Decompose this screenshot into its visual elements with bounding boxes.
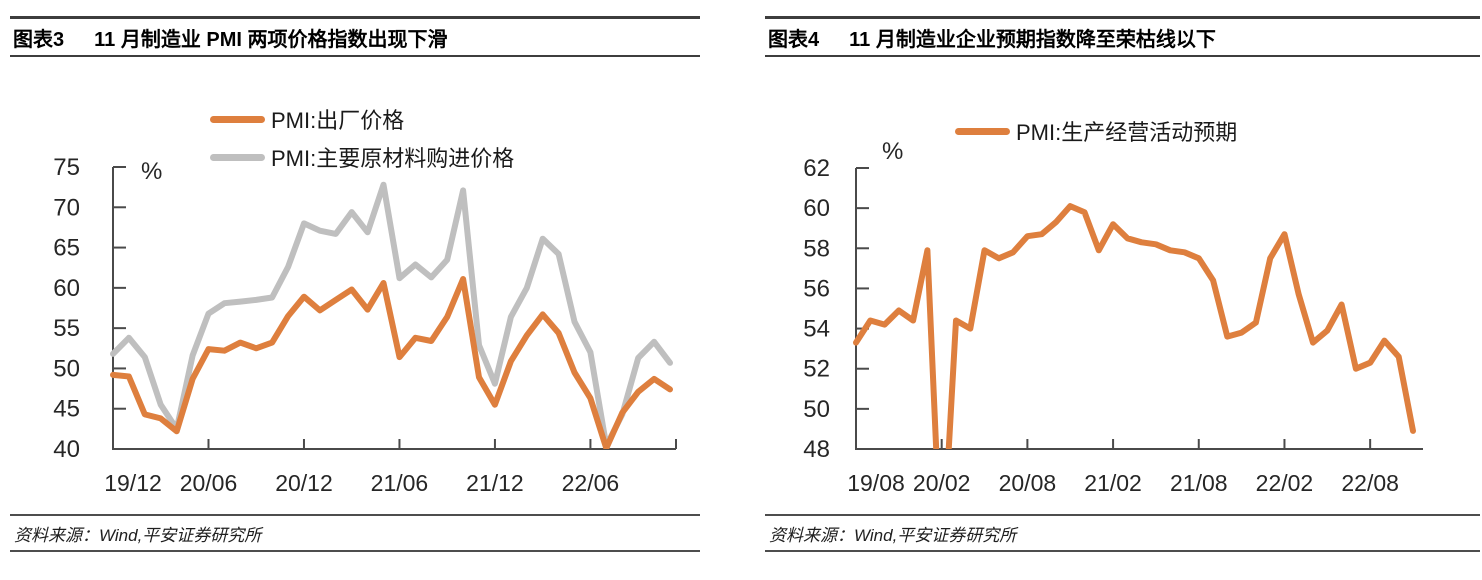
y-axis-unit-label: % [141, 158, 162, 185]
legend-line-swatch [210, 153, 265, 161]
figure3-tag: 图表3 [13, 28, 65, 51]
legend-line-swatch [955, 127, 1010, 135]
figure3-header: 图表3 11 月制造业 PMI 两项价格指数出现下滑 [10, 16, 700, 57]
x-tick-label: 22/08 [1341, 470, 1399, 496]
x-tick-label: 22/06 [562, 470, 620, 496]
figure3-legend: PMI:出厂价格 PMI:主要原材料购进价格 [210, 100, 514, 176]
series-line [110, 181, 673, 449]
figure3-title: 11 月制造业 PMI 两项价格指数出现下滑 [94, 28, 448, 51]
series-group [853, 203, 1416, 449]
series-group [110, 181, 673, 449]
figure4-tag: 图表4 [768, 28, 820, 51]
x-tick-label: 20/06 [180, 470, 238, 496]
y-tick-label: 75 [53, 154, 80, 181]
figure3-plot: 40 45 50 55 60 65 70 75 % 19/12 20/06 20/12 21/06 21/… [53, 154, 677, 496]
figure4-header: 图表4 11 月制造业企业预期指数降至荣枯线以下 [765, 16, 1480, 57]
legend-label: PMI:生产经营活动预期 [1016, 120, 1238, 145]
y-tick-label: 58 [803, 235, 830, 262]
y-tick-label: 62 [803, 155, 830, 182]
x-tick-label: 20/02 [913, 470, 971, 496]
y-tick-label: 56 [803, 275, 830, 302]
y-tick-label: 40 [53, 436, 80, 463]
y-tick-label: 52 [803, 356, 830, 383]
source-text: 资料来源：Wind,平安证券研究所 [769, 525, 1017, 545]
x-tick-label: 21/06 [371, 470, 429, 496]
y-tick-label: 54 [803, 316, 830, 343]
axis-lines [112, 167, 676, 450]
y-tick-label: 60 [53, 275, 80, 302]
y-axis-unit-label: % [882, 138, 903, 165]
x-tick-label: 20/08 [999, 470, 1057, 496]
y-tick-label: 45 [53, 396, 80, 423]
legend-item: PMI:生产经营活动预期 [955, 112, 1237, 150]
figure4-legend: PMI:生产经营活动预期 [955, 112, 1237, 150]
y-tick-label: 70 [53, 194, 80, 221]
series-line [110, 276, 673, 449]
y-tick-label: 65 [53, 235, 80, 262]
x-tick-label: 21/08 [1170, 470, 1228, 496]
y-tick-label: 60 [803, 195, 830, 222]
source-text: 资料来源：Wind,平安证券研究所 [14, 525, 262, 545]
figure4-source: 资料来源：Wind,平安证券研究所 [765, 514, 1480, 552]
x-tick-label: 22/02 [1256, 470, 1314, 496]
x-tick-label: 20/12 [275, 470, 333, 496]
series-line [853, 203, 1416, 449]
legend-label: PMI:出厂价格 [271, 108, 405, 133]
figure4-title: 11 月制造业企业预期指数降至荣枯线以下 [849, 28, 1216, 51]
legend-item: PMI:出厂价格 [210, 100, 514, 138]
figure3-source: 资料来源：Wind,平安证券研究所 [10, 514, 700, 552]
y-tick-label: 55 [53, 315, 80, 342]
x-tick-label: 19/12 [104, 470, 162, 496]
legend-item: PMI:主要原材料购进价格 [210, 138, 514, 176]
legend-line-swatch [210, 115, 265, 123]
figure4-plot: 48 50 52 54 56 58 60 62% 19/08 20/02 20/08 21/02 21/… [803, 138, 1423, 496]
y-tick-label: 50 [803, 396, 830, 423]
y-tick-label: 50 [53, 355, 80, 382]
legend-label: PMI:主要原材料购进价格 [271, 146, 515, 171]
y-tick-label: 48 [803, 436, 830, 463]
x-tick-label: 21/02 [1084, 470, 1142, 496]
x-tick-label: 19/08 [847, 470, 905, 496]
x-tick-label: 21/12 [466, 470, 524, 496]
axis-lines [855, 168, 1423, 450]
